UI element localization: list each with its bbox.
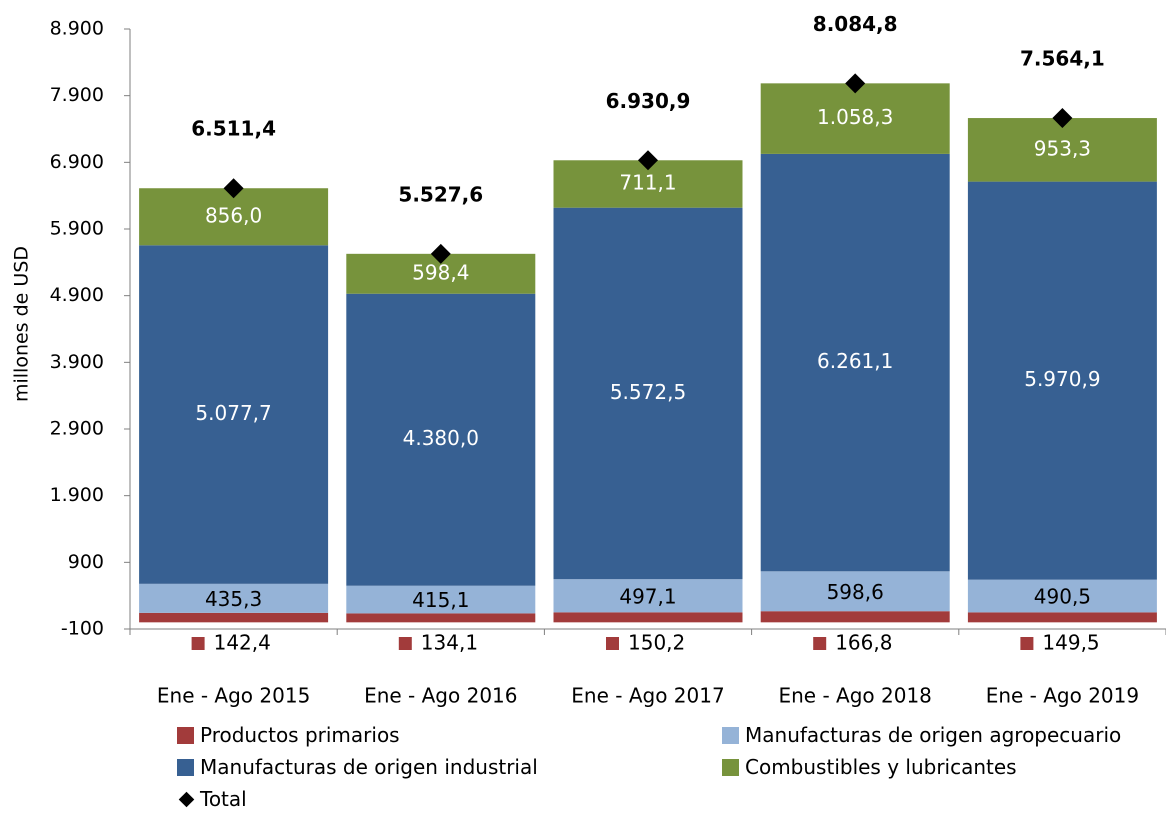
legend-item-industrial: Manufacturas de origen industrial: [177, 755, 538, 779]
total-marker: [223, 178, 244, 199]
data-label: 149,5: [1042, 631, 1099, 655]
data-label: 5.970,9: [1024, 367, 1100, 391]
legend-label: Manufacturas de origen industrial: [200, 755, 538, 779]
y-tick-label: 900: [68, 551, 104, 573]
data-label: 134,1: [421, 631, 478, 655]
primarios-marker: [813, 637, 827, 650]
data-label: 150,2: [628, 631, 685, 655]
y-tick-label: 2.900: [50, 418, 104, 440]
data-label: 5.572,5: [610, 380, 686, 404]
bar-segment: [139, 245, 329, 584]
y-tick-label: 5.900: [50, 218, 104, 240]
data-label: 953,3: [1034, 136, 1091, 160]
total-marker: [1052, 108, 1073, 129]
total-marker: [430, 243, 451, 264]
data-label: 415,1: [412, 588, 469, 612]
data-label: 1.058,3: [817, 105, 893, 129]
data-label: 598,4: [412, 260, 469, 284]
data-label: 598,6: [827, 580, 884, 604]
diamond-icon: [178, 791, 195, 807]
total-marker: [638, 150, 658, 171]
legend-item-total: Total: [177, 787, 247, 811]
legend-item-primarios: Productos primarios: [177, 723, 400, 747]
bar-segment: [967, 118, 1157, 182]
data-label: 5.077,7: [195, 401, 271, 425]
total-marker: [845, 73, 866, 94]
total-label: 7.564,1: [1020, 47, 1105, 71]
bar-segment: [553, 612, 743, 623]
y-tick-label: -100: [61, 618, 104, 640]
bar-segment: [760, 611, 950, 623]
bar-segment: [346, 613, 536, 623]
total-label: 8.084,8: [813, 12, 898, 36]
bar-segment: [139, 583, 329, 613]
bar-segment: [967, 612, 1157, 623]
bar-segment: [346, 293, 536, 586]
bar-segment: [760, 153, 950, 572]
legend-label: Productos primarios: [200, 723, 400, 747]
bar-segment: [553, 579, 743, 613]
x-tick-label: Ene - Ago 2015: [157, 684, 310, 708]
primarios-marker: [398, 637, 412, 650]
legend-swatch: [722, 726, 739, 744]
bar-segment: [760, 83, 950, 154]
primarios-marker: [1020, 637, 1034, 650]
legend: Productos primarios Manufacturas de orig…: [177, 723, 1157, 828]
legend-label: Combustibles y lubricantes: [745, 755, 1017, 779]
bar-segment: [139, 612, 329, 623]
x-tick-label: Ene - Ago 2017: [571, 684, 724, 708]
data-label: 497,1: [619, 584, 676, 608]
primarios-marker: [191, 637, 205, 650]
bar-segment: [346, 585, 536, 614]
y-tick-label: 7.900: [50, 84, 104, 106]
legend-label: Manufacturas de origen agropecuario: [745, 723, 1122, 747]
legend-item-combustibles: Combustibles y lubricantes: [722, 755, 1017, 779]
data-label: 6.261,1: [817, 349, 893, 373]
y-tick-label: 6.900: [50, 151, 104, 173]
y-tick-label: 4.900: [50, 284, 104, 306]
y-tick-label: 3.900: [50, 351, 104, 373]
y-axis-label: millones de USD: [11, 246, 33, 402]
data-label: 435,3: [205, 587, 262, 611]
total-label: 6.511,4: [191, 117, 276, 141]
legend-label: Total: [200, 787, 247, 811]
bar-segment: [760, 571, 950, 612]
chart: -100 900 1.900 2.900 3.900 4.900 5.900 6.900 7.9…: [11, 12, 1166, 708]
legend-item-agropecuario: Manufacturas de origen agropecuario: [722, 723, 1121, 747]
data-label: 142,4: [214, 631, 271, 655]
x-tick-label: Ene - Ago 2016: [364, 684, 517, 708]
data-label: 490,5: [1034, 585, 1091, 609]
legend-swatch: [177, 726, 194, 744]
bar-segment: [967, 579, 1157, 613]
data-label: 711,1: [619, 170, 676, 194]
data-label: 166,8: [835, 631, 892, 655]
bar-segment: [967, 181, 1157, 580]
primarios-marker: [606, 637, 619, 650]
legend-swatch: [722, 758, 739, 776]
data-label: 856,0: [205, 203, 262, 227]
bar-segment: [553, 207, 743, 580]
total-label: 6.930,9: [606, 89, 691, 113]
x-tick-label: Ene - Ago 2018: [778, 684, 931, 708]
total-label: 5.527,6: [398, 182, 483, 206]
y-tick-label: 1.900: [50, 484, 104, 506]
legend-swatch: [177, 758, 194, 776]
data-label: 4.380,0: [403, 426, 479, 450]
y-tick-label: 8.900: [50, 18, 104, 40]
x-tick-label: Ene - Ago 2019: [986, 684, 1139, 708]
